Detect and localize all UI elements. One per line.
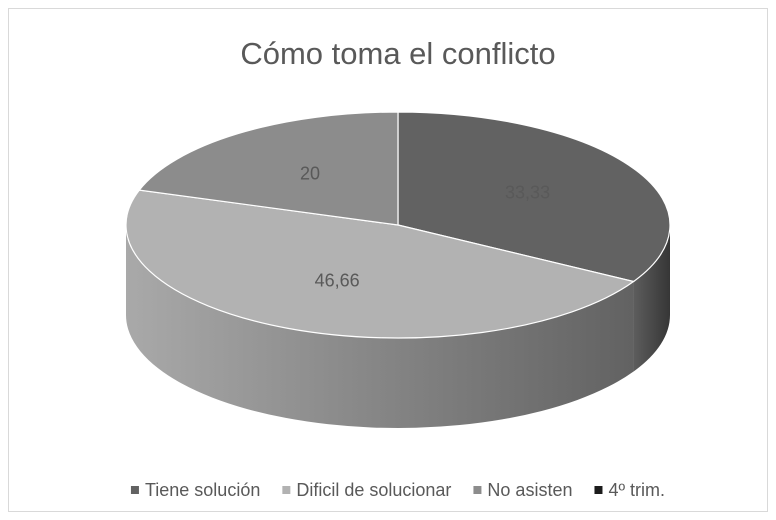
data-label: 46,66 — [315, 271, 360, 291]
legend-label: Dificil de solucionar — [296, 480, 451, 500]
pie-side — [126, 225, 634, 428]
pie-side — [633, 225, 670, 372]
legend-swatch — [594, 486, 603, 494]
chart-title: Cómo toma el conflicto — [240, 36, 555, 71]
legend-label: No asisten — [487, 480, 572, 500]
legend-swatch — [473, 486, 482, 494]
legend-label: 4º trim. — [608, 480, 665, 500]
pie-slice — [138, 111, 399, 226]
legend-label: Tiene solución — [145, 480, 260, 500]
pie-slice — [125, 189, 635, 339]
data-label: 20 — [300, 163, 320, 183]
pie-slice — [397, 111, 671, 283]
legend-swatch — [282, 486, 291, 494]
legend-swatch — [130, 486, 139, 494]
data-label: 33,33 — [505, 183, 550, 203]
